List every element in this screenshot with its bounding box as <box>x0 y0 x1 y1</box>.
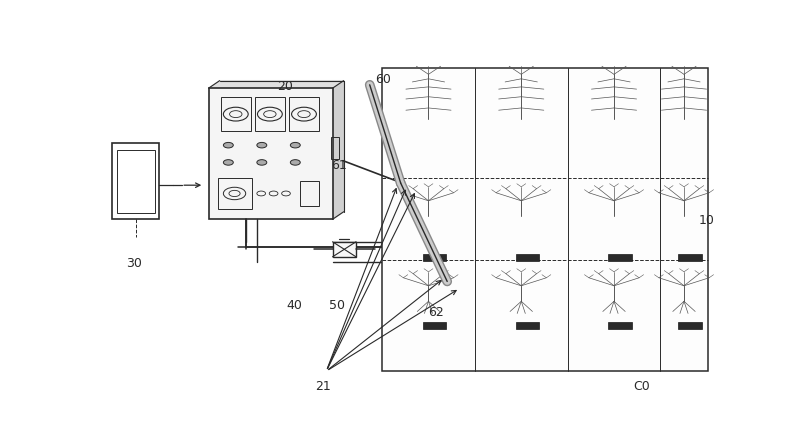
Bar <box>423 254 446 261</box>
Text: 30: 30 <box>126 257 142 270</box>
Text: 10: 10 <box>698 214 714 227</box>
Text: 21: 21 <box>315 380 331 393</box>
Circle shape <box>257 142 266 148</box>
Bar <box>678 254 702 261</box>
Bar <box>516 254 539 261</box>
Bar <box>209 88 333 220</box>
Bar <box>516 322 539 329</box>
Text: 40: 40 <box>286 299 302 312</box>
Bar <box>382 68 707 371</box>
Text: 50: 50 <box>330 299 346 312</box>
Circle shape <box>223 142 234 148</box>
Bar <box>609 322 632 329</box>
Bar <box>609 254 632 261</box>
Bar <box>255 97 285 131</box>
Bar <box>221 97 250 131</box>
Bar <box>112 143 159 220</box>
Polygon shape <box>209 81 344 88</box>
Bar <box>333 242 356 257</box>
Text: 60: 60 <box>374 73 390 86</box>
Circle shape <box>290 159 300 165</box>
Circle shape <box>257 159 266 165</box>
Text: 20: 20 <box>277 80 293 93</box>
Bar <box>331 137 338 159</box>
Text: 61: 61 <box>330 159 346 172</box>
Circle shape <box>290 142 300 148</box>
Polygon shape <box>333 81 344 220</box>
Circle shape <box>223 159 234 165</box>
Text: C0: C0 <box>634 380 650 393</box>
Bar <box>289 97 319 131</box>
Bar <box>300 181 319 206</box>
Bar <box>218 178 252 209</box>
Bar <box>678 322 702 329</box>
Bar <box>423 322 446 329</box>
Bar <box>117 150 154 213</box>
Text: 62: 62 <box>429 306 444 319</box>
